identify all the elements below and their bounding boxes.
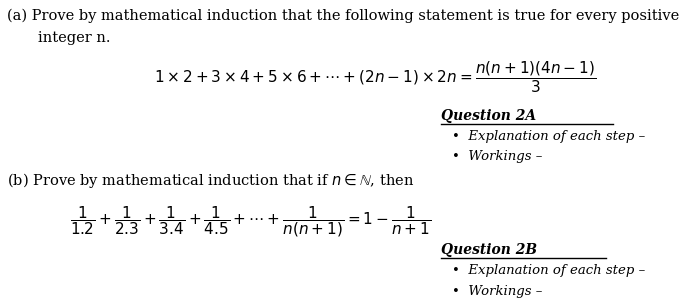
Text: (b) Prove by mathematical induction that if $n \in \mathbb{N}$, then: (b) Prove by mathematical induction that… [7, 171, 414, 190]
Text: •  Explanation of each step –: • Explanation of each step – [452, 130, 645, 143]
Text: (a) Prove by mathematical induction that the following statement is true for eve: (a) Prove by mathematical induction that… [7, 9, 679, 23]
Text: •  Workings –: • Workings – [452, 150, 542, 164]
Text: •  Explanation of each step –: • Explanation of each step – [452, 264, 645, 277]
Text: $1 \times 2 + 3 \times 4 + 5 \times 6 + \cdots + (2n-1) \times 2n = \dfrac{n(n+1: $1 \times 2 + 3 \times 4 + 5 \times 6 + … [154, 60, 596, 95]
Text: •  Workings –: • Workings – [452, 285, 542, 298]
Text: $\dfrac{1}{1.2} + \dfrac{1}{2.3} + \dfrac{1}{3.4} + \dfrac{1}{4.5} + \cdots + \d: $\dfrac{1}{1.2} + \dfrac{1}{2.3} + \dfra… [70, 204, 431, 239]
Text: Question 2B: Question 2B [441, 243, 537, 257]
Text: Question 2A: Question 2A [441, 109, 536, 123]
Text: integer n.: integer n. [38, 31, 111, 45]
